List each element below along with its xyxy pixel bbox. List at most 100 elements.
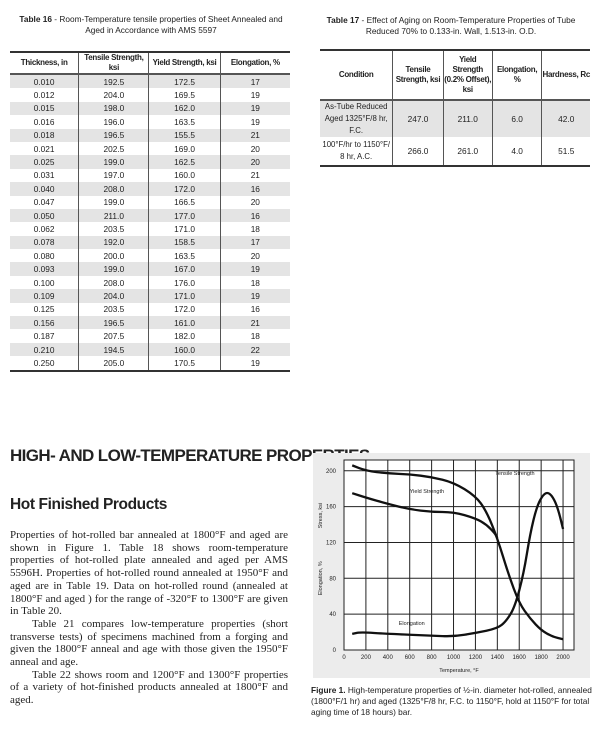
x-tick-label: 1800 [534, 655, 548, 661]
series-line-elongation [351, 491, 565, 638]
column-header: Tensile Strength, ksi [78, 51, 149, 75]
table-cell: 211.0 [78, 208, 149, 223]
table-cell: 177.0 [148, 208, 221, 223]
table-cell: 19 [219, 262, 290, 276]
table-cell: 172.5 [148, 74, 221, 89]
table-cell: 160.0 [148, 168, 221, 183]
section-heading: HIGH- AND LOW-TEMPERATURE PROPERTIES [10, 446, 370, 465]
table-cell: 160.0 [148, 342, 221, 357]
table-cell: As-Tube Reduced Aged 1325°F/8 hr, F.C. [320, 100, 393, 137]
table-cell: 182.0 [148, 329, 221, 343]
y-tick-label: 160 [326, 505, 337, 511]
y-axis-label-stress: Stress, ksi [318, 503, 324, 528]
y-tick-label: 120 [326, 540, 337, 546]
table-row: 0.156 196.5 161.0 21 [10, 316, 290, 330]
table-cell: 19 [219, 115, 290, 129]
table-row: 0.016 196.0 163.5 19 [10, 115, 290, 129]
table-row: 0.078 192.0 158.5 17 [10, 235, 290, 250]
table-row: 0.210 194.5 160.0 22 [10, 342, 290, 357]
table-cell: 261.0 [442, 137, 493, 167]
table-cell: 0.018 [10, 128, 79, 142]
table-cell: 0.080 [33, 250, 55, 261]
table-cell: 207.5 [78, 329, 149, 343]
table-cell: 205.0 [78, 356, 149, 372]
table-row: 0.080 200.0 163.5 20 [10, 249, 290, 263]
table-row: 0.047 199.0 166.5 20 [10, 195, 290, 209]
table-cell: 51.5 [541, 137, 590, 167]
table-cell: 0.031 [33, 170, 55, 181]
table-cell: 196.5 [78, 316, 149, 330]
table-cell: 0.016 [33, 116, 55, 127]
paragraph: Table 22 shows room and 1200°F and 1300°… [10, 668, 288, 707]
table-row: 0.040 208.0 172.0 16 [10, 182, 290, 196]
x-tick-label: 1200 [469, 655, 483, 661]
table-cell: 0.187 [33, 331, 55, 342]
table-cell: 0.125 [33, 304, 55, 315]
table-row: 0.093 199.0 167.0 19 [10, 262, 290, 276]
elongation-label: Elongation [399, 621, 425, 627]
x-tick-label: 0 [342, 655, 346, 661]
table-cell: 162.0 [148, 101, 221, 116]
table-cell: 16 [219, 302, 290, 317]
table16: Thickness, in Tensile Strength, ksi Yield … [10, 51, 290, 372]
y-tick-label: 40 [329, 612, 336, 618]
table-cell: 199.0 [78, 155, 149, 169]
table-cell: 20 [219, 155, 290, 169]
table16-caption: Table 16 - Room-Temperature tensile prop… [19, 14, 283, 35]
table-row: 0.250 205.0 170.5 19 [10, 356, 290, 372]
table17: Condition Tensile Strength, ksi Yield Stre… [320, 49, 590, 167]
table-cell: 192.0 [78, 235, 149, 250]
table-row: 0.012 204.0 169.5 19 [10, 88, 290, 102]
table-row: 0.018 196.5 155.5 21 [10, 128, 290, 142]
table-cell: 196.0 [78, 115, 149, 129]
table-cell: 0.250 [10, 356, 79, 372]
tensile-label: Tensile Strength [495, 471, 534, 477]
column-header: Thickness, in [10, 51, 79, 75]
yield-label: Yield Strength [410, 489, 444, 495]
table-cell: 199.0 [78, 262, 149, 276]
table-row: 0.010 192.5 172.5 17 [10, 74, 290, 89]
table-cell: 0.109 [10, 289, 79, 303]
x-tick-label: 200 [361, 655, 372, 661]
table-cell: 211.0 [442, 100, 493, 137]
table-row: As-Tube Reduced Aged 1325°F/8 hr, F.C. 24… [320, 100, 590, 137]
column-header: Elongation, % [491, 49, 542, 101]
table-cell: 21 [219, 168, 290, 183]
table-cell: 0.012 [33, 90, 55, 101]
paragraph: Properties of hot-rolled bar annealed at… [10, 529, 288, 618]
column-header: Hardness, Rc [541, 49, 590, 101]
table-row: 0.109 204.0 171.0 19 [10, 289, 290, 303]
x-tick-label: 2000 [556, 655, 570, 661]
table17-caption: Table 17 - Effect of Aging on Room-Tempe… [326, 15, 576, 36]
table-cell: 18 [219, 222, 290, 236]
table-cell: 16 [219, 182, 290, 196]
table-cell: 266.0 [392, 137, 444, 167]
table-cell: 0.093 [10, 262, 79, 276]
table-cell: 0.021 [33, 143, 55, 154]
table-cell: 166.5 [148, 195, 221, 209]
table-cell: 204.0 [78, 289, 149, 303]
table-cell: 0.010 [10, 74, 79, 89]
table-cell: 199.0 [78, 195, 149, 209]
table-row: 0.031 197.0 160.0 21 [10, 168, 290, 183]
column-header: Condition [320, 49, 393, 101]
table-cell: 155.5 [148, 128, 221, 142]
table-cell: 42.0 [541, 100, 590, 137]
table-row: 0.100 208.0 176.0 18 [10, 275, 290, 290]
table-cell: 21 [219, 316, 290, 330]
table-cell: 20 [219, 141, 290, 156]
series-line-yield-strength [351, 492, 499, 539]
body-text: Properties of hot-rolled bar annealed at… [10, 529, 288, 707]
table-cell: 158.5 [148, 235, 221, 250]
table-row: 0.021 202.5 169.0 20 [10, 141, 290, 156]
table-cell: 0.210 [10, 342, 79, 357]
column-header: Yield Strength (0.2% Offset), ksi [442, 49, 493, 101]
table-cell: 161.0 [148, 316, 221, 330]
table-cell: 16 [219, 208, 290, 223]
table-cell: 194.5 [78, 342, 149, 357]
table-cell: 6.0 [491, 100, 542, 137]
table-cell: 176.0 [148, 275, 221, 290]
y-tick-label: 0 [333, 648, 337, 654]
table-cell: 172.0 [148, 302, 221, 317]
figure-caption: Figure 1. High-temperature properties of… [311, 685, 592, 717]
